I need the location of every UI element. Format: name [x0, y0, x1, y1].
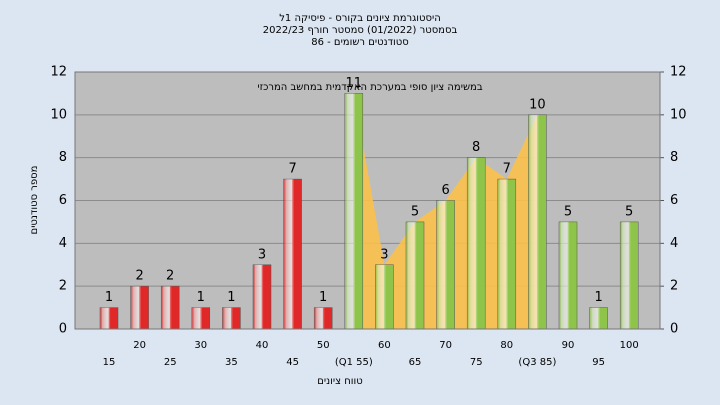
data-label: 7	[503, 162, 511, 177]
title-line: היסטוגרמת ציונים בקורס - פיסיקה 1ל	[279, 13, 441, 24]
data-label: 10	[529, 97, 546, 112]
title-line: סטודנטים רשומים - 86	[311, 37, 409, 48]
y2-tick-label: 10	[670, 107, 687, 122]
bar-highlight	[224, 307, 233, 329]
data-label: 3	[258, 247, 266, 262]
plot-border	[74, 71, 661, 330]
bar-highlight	[438, 200, 447, 329]
bar-highlight	[622, 221, 631, 329]
y-tick-label: 6	[59, 193, 67, 208]
bar-highlight	[285, 179, 294, 329]
data-label: 1	[594, 290, 602, 305]
data-label: 2	[135, 269, 143, 284]
bar-highlight	[346, 93, 355, 330]
data-label: 8	[472, 140, 480, 155]
bar-highlight	[132, 286, 141, 329]
x-tick-label: 50	[317, 340, 330, 351]
y-tick-label: 4	[59, 236, 67, 251]
y2-tick-label: 6	[670, 193, 678, 208]
y2-tick-label: 4	[670, 236, 678, 251]
x-tick-label: 15	[103, 357, 116, 368]
x-tick-label: 60	[378, 340, 391, 351]
y-axis-label: מספר סטודנטים	[29, 166, 40, 235]
x-tick-label: 20	[133, 340, 146, 351]
bar-highlight	[499, 179, 508, 329]
data-label: 3	[380, 247, 388, 262]
bar-highlight	[408, 221, 417, 329]
subtitle: במשימה ציון סופי במערכת האקדמית במחשב המ…	[257, 82, 482, 93]
bar-highlight	[255, 264, 264, 329]
data-label: 2	[166, 269, 174, 284]
data-label: 7	[288, 162, 296, 177]
data-label: 5	[564, 204, 572, 219]
x-tick-label: (Q1 55)	[335, 357, 373, 368]
data-label: 6	[441, 183, 449, 198]
bar-highlight	[102, 307, 111, 329]
y-tick-label: 12	[50, 65, 67, 80]
x-tick-label: 95	[592, 357, 605, 368]
data-label: 1	[105, 290, 113, 305]
bar-highlight	[193, 307, 202, 329]
title-line: בסמסטר (01/2022) סמסטר חורף 2022/23	[263, 25, 458, 36]
data-label: 11	[346, 76, 363, 91]
x-tick-label: 45	[286, 357, 299, 368]
data-label: 5	[411, 204, 419, 219]
x-tick-label: 35	[225, 357, 238, 368]
bar-highlight	[163, 286, 172, 329]
x-tick-label: (Q3 85)	[518, 357, 556, 368]
data-label: 1	[197, 290, 205, 305]
bar-highlight	[561, 221, 570, 329]
y-tick-label: 2	[59, 279, 67, 294]
data-label: 1	[227, 290, 235, 305]
bar-highlight	[591, 307, 600, 329]
x-tick-label: 25	[164, 357, 177, 368]
x-tick-label: 100	[620, 340, 639, 351]
y2-tick-label: 8	[670, 150, 678, 165]
x-tick-label: 90	[562, 340, 575, 351]
x-tick-label: 80	[500, 340, 513, 351]
x-tick-label: 70	[439, 340, 452, 351]
data-label: 1	[319, 290, 327, 305]
x-tick-label: 65	[409, 357, 422, 368]
bar-highlight	[377, 264, 386, 329]
x-tick-label: 30	[194, 340, 207, 351]
bar-highlight	[316, 307, 325, 329]
y2-tick-label: 0	[670, 322, 678, 337]
x-axis-label: טווח ציונים	[317, 376, 362, 387]
x-tick-label: 75	[470, 357, 483, 368]
y2-tick-label: 12	[670, 65, 687, 80]
bar-highlight	[469, 157, 478, 329]
y-tick-label: 0	[59, 322, 67, 337]
y2-tick-label: 2	[670, 279, 678, 294]
data-label: 5	[625, 204, 633, 219]
bar-highlight	[530, 114, 539, 329]
y-tick-label: 8	[59, 150, 67, 165]
y-tick-label: 10	[50, 107, 67, 122]
x-tick-label: 40	[256, 340, 269, 351]
